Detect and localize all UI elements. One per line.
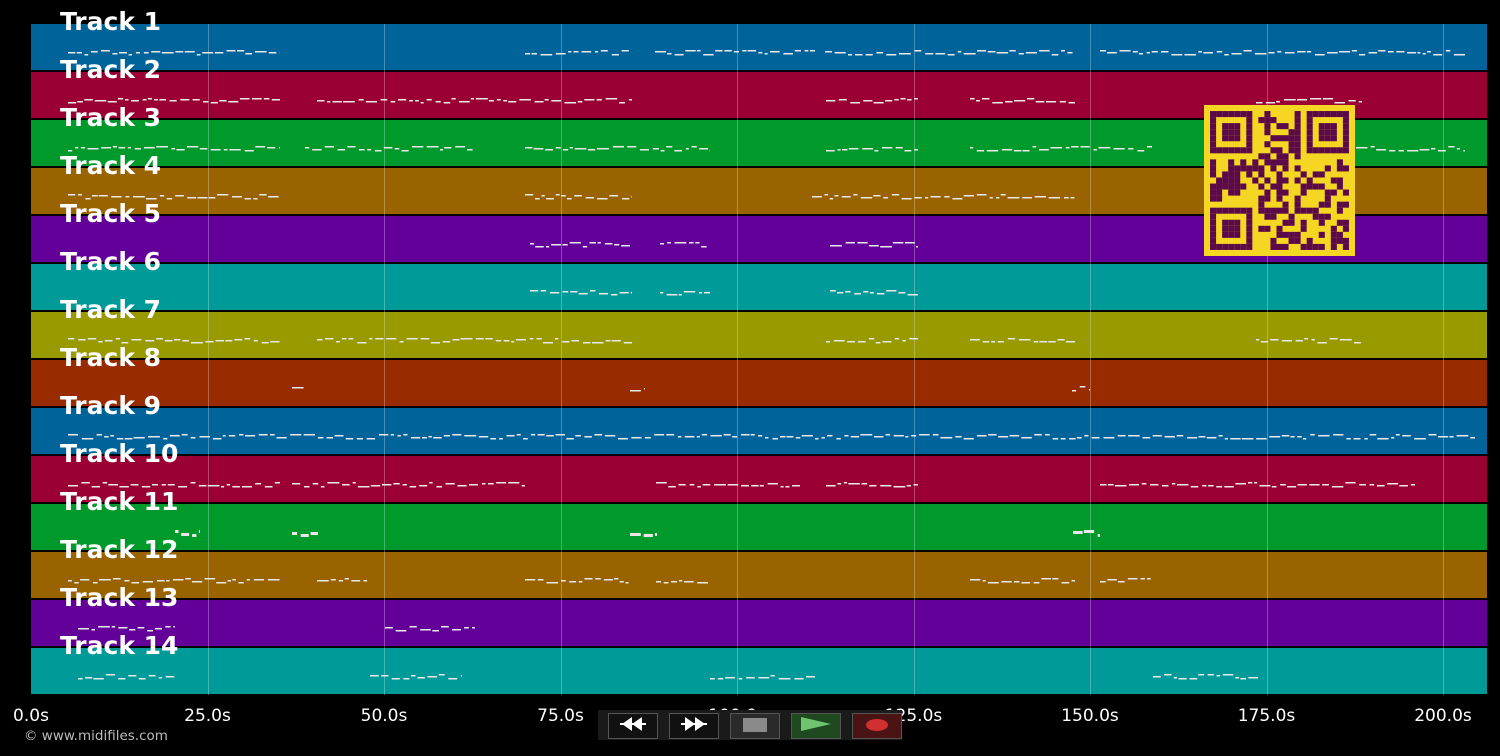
qr-code [1204, 105, 1355, 256]
track-label: Track 9 [60, 391, 162, 420]
rewind-button[interactable] [608, 713, 658, 739]
copyright-text: © www.midifiles.com [24, 728, 168, 744]
grid-line [560, 24, 562, 695]
play-icon [801, 716, 831, 736]
time-tick-label: 200.0s [1414, 706, 1472, 726]
play-button[interactable] [791, 713, 841, 739]
track-label: Track 5 [60, 199, 162, 228]
fast-forward-icon [679, 716, 709, 736]
track-lane[interactable] [31, 360, 1487, 406]
fast-forward-button[interactable] [669, 713, 719, 739]
track-label: Track 12 [60, 535, 179, 564]
rewind-icon [618, 716, 648, 736]
time-tick-label: 50.0s [360, 706, 408, 726]
record-button[interactable] [852, 713, 902, 739]
grid-line [1443, 24, 1444, 695]
grid-line [737, 24, 738, 695]
track-label: Track 3 [60, 103, 162, 132]
track-lane[interactable] [31, 408, 1487, 454]
track-lane[interactable] [31, 552, 1487, 598]
time-tick-label: 0.0s [13, 706, 49, 726]
transport-controls [598, 710, 902, 740]
track-label: Track 1 [60, 7, 162, 36]
grid-line [207, 24, 209, 695]
record-icon [865, 717, 889, 736]
grid-line [384, 24, 385, 695]
stop-button[interactable] [730, 713, 780, 739]
track-label: Track 2 [60, 55, 162, 84]
track-label: Track 11 [60, 487, 179, 516]
time-tick-label: 75.0s [537, 706, 584, 726]
track-label: Track 10 [60, 439, 179, 468]
track-lane[interactable] [31, 264, 1487, 310]
track-label: Track 8 [60, 343, 162, 372]
track-lane[interactable] [31, 600, 1487, 646]
track-lane[interactable] [31, 312, 1487, 358]
time-tick-label: 150.0s [1061, 706, 1119, 726]
track-lane[interactable] [31, 24, 1487, 70]
track-label: Track 6 [60, 247, 162, 276]
track-lane[interactable] [31, 456, 1487, 502]
track-label: Track 14 [60, 631, 179, 660]
grid-line [1090, 24, 1091, 695]
time-tick-label: 25.0s [184, 706, 231, 726]
track-label: Track 4 [60, 151, 162, 180]
time-tick-label: 175.0s [1237, 706, 1296, 726]
track-lane[interactable] [31, 504, 1487, 550]
track-lane[interactable] [31, 648, 1487, 694]
grid-line [1266, 24, 1268, 695]
grid-line [913, 24, 915, 695]
track-label: Track 7 [60, 295, 162, 324]
track-label: Track 13 [60, 583, 179, 612]
stop-icon [743, 717, 767, 736]
